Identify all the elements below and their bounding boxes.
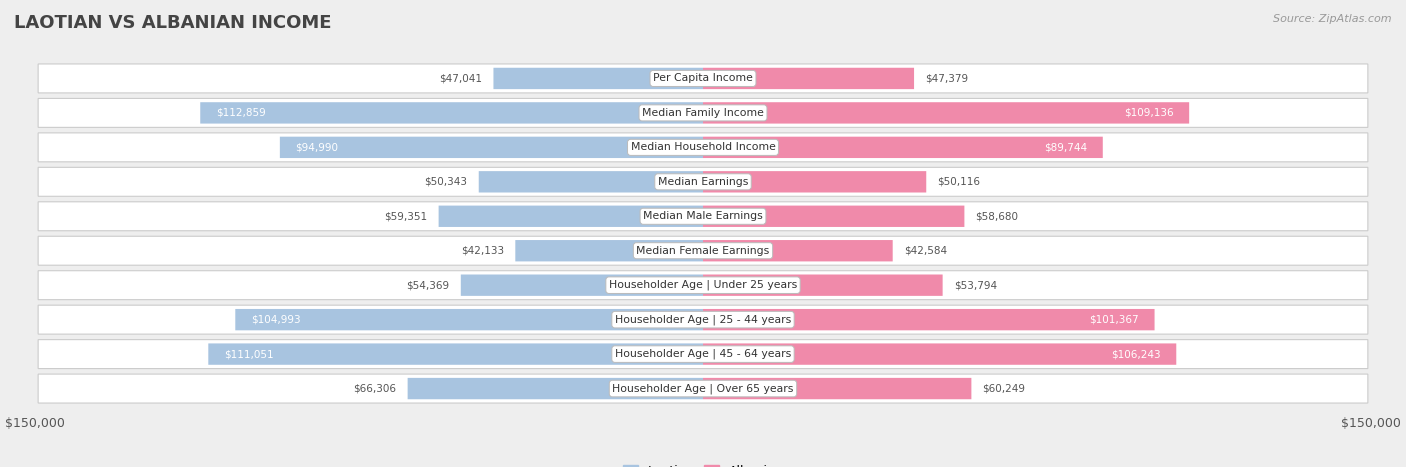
Text: Householder Age | 25 - 44 years: Householder Age | 25 - 44 years bbox=[614, 314, 792, 325]
Text: Median Family Income: Median Family Income bbox=[643, 108, 763, 118]
FancyBboxPatch shape bbox=[703, 68, 914, 89]
Text: $109,136: $109,136 bbox=[1123, 108, 1174, 118]
Text: Median Earnings: Median Earnings bbox=[658, 177, 748, 187]
Text: Median Household Income: Median Household Income bbox=[630, 142, 776, 152]
Text: $50,343: $50,343 bbox=[425, 177, 468, 187]
FancyBboxPatch shape bbox=[38, 167, 1368, 196]
FancyBboxPatch shape bbox=[703, 240, 893, 262]
Text: $59,351: $59,351 bbox=[384, 211, 427, 221]
Text: $89,744: $89,744 bbox=[1045, 142, 1087, 152]
FancyBboxPatch shape bbox=[38, 202, 1368, 231]
FancyBboxPatch shape bbox=[703, 171, 927, 192]
FancyBboxPatch shape bbox=[38, 99, 1368, 127]
Text: LAOTIAN VS ALBANIAN INCOME: LAOTIAN VS ALBANIAN INCOME bbox=[14, 14, 332, 32]
FancyBboxPatch shape bbox=[703, 205, 965, 227]
Text: $111,051: $111,051 bbox=[224, 349, 274, 359]
Text: $94,990: $94,990 bbox=[295, 142, 339, 152]
FancyBboxPatch shape bbox=[38, 236, 1368, 265]
FancyBboxPatch shape bbox=[703, 275, 942, 296]
FancyBboxPatch shape bbox=[494, 68, 703, 89]
Text: $106,243: $106,243 bbox=[1111, 349, 1161, 359]
Text: $47,379: $47,379 bbox=[925, 73, 969, 84]
FancyBboxPatch shape bbox=[703, 137, 1102, 158]
Text: Source: ZipAtlas.com: Source: ZipAtlas.com bbox=[1274, 14, 1392, 24]
Text: $54,369: $54,369 bbox=[406, 280, 450, 290]
FancyBboxPatch shape bbox=[38, 133, 1368, 162]
Text: Householder Age | 45 - 64 years: Householder Age | 45 - 64 years bbox=[614, 349, 792, 359]
FancyBboxPatch shape bbox=[408, 378, 703, 399]
FancyBboxPatch shape bbox=[235, 309, 703, 330]
FancyBboxPatch shape bbox=[208, 343, 703, 365]
FancyBboxPatch shape bbox=[703, 378, 972, 399]
Text: $104,993: $104,993 bbox=[250, 315, 301, 325]
FancyBboxPatch shape bbox=[38, 340, 1368, 368]
FancyBboxPatch shape bbox=[38, 64, 1368, 93]
FancyBboxPatch shape bbox=[38, 271, 1368, 300]
Text: Median Female Earnings: Median Female Earnings bbox=[637, 246, 769, 256]
FancyBboxPatch shape bbox=[703, 309, 1154, 330]
Text: $42,584: $42,584 bbox=[904, 246, 948, 256]
Legend: Laotian, Albanian: Laotian, Albanian bbox=[617, 460, 789, 467]
Text: $47,041: $47,041 bbox=[439, 73, 482, 84]
FancyBboxPatch shape bbox=[703, 343, 1177, 365]
Text: $112,859: $112,859 bbox=[217, 108, 266, 118]
FancyBboxPatch shape bbox=[703, 102, 1189, 124]
Text: $60,249: $60,249 bbox=[983, 383, 1025, 394]
Text: $58,680: $58,680 bbox=[976, 211, 1018, 221]
FancyBboxPatch shape bbox=[38, 374, 1368, 403]
Text: Householder Age | Over 65 years: Householder Age | Over 65 years bbox=[612, 383, 794, 394]
FancyBboxPatch shape bbox=[38, 305, 1368, 334]
Text: $66,306: $66,306 bbox=[353, 383, 396, 394]
FancyBboxPatch shape bbox=[280, 137, 703, 158]
FancyBboxPatch shape bbox=[439, 205, 703, 227]
Text: Per Capita Income: Per Capita Income bbox=[652, 73, 754, 84]
Text: $101,367: $101,367 bbox=[1090, 315, 1139, 325]
Text: Median Male Earnings: Median Male Earnings bbox=[643, 211, 763, 221]
FancyBboxPatch shape bbox=[478, 171, 703, 192]
Text: $53,794: $53,794 bbox=[953, 280, 997, 290]
FancyBboxPatch shape bbox=[516, 240, 703, 262]
FancyBboxPatch shape bbox=[200, 102, 703, 124]
Text: Householder Age | Under 25 years: Householder Age | Under 25 years bbox=[609, 280, 797, 290]
Text: $50,116: $50,116 bbox=[938, 177, 980, 187]
FancyBboxPatch shape bbox=[461, 275, 703, 296]
Text: $42,133: $42,133 bbox=[461, 246, 505, 256]
